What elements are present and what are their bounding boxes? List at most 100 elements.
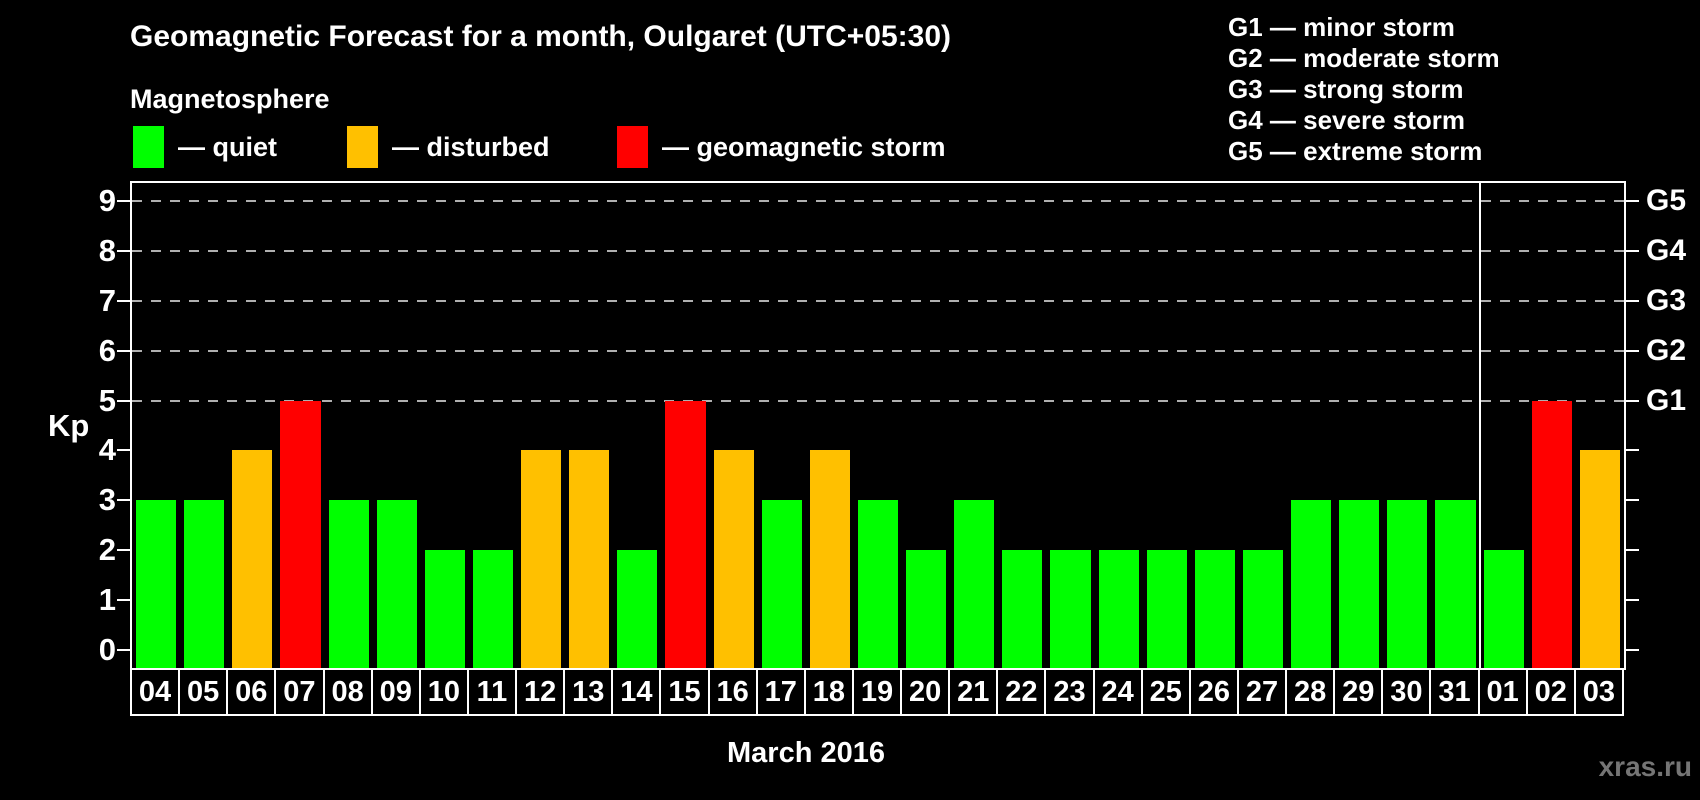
g-level-label-G5: G5 bbox=[1646, 184, 1687, 218]
chart-title: Geomagnetic Forecast for a month, Oulgar… bbox=[130, 20, 952, 53]
gridline-kp5 bbox=[132, 399, 1624, 402]
y-tick-right-9 bbox=[1626, 200, 1639, 203]
y-tick-left-9 bbox=[117, 200, 130, 203]
kp-tick-label-6: 6 bbox=[98, 332, 116, 368]
day-label-cell-01: 01 bbox=[1477, 668, 1528, 716]
day-label-cell-02: 02 bbox=[1525, 668, 1576, 716]
magnetosphere-label: Magnetosphere bbox=[130, 84, 330, 114]
day-label-cell-21: 21 bbox=[948, 668, 999, 716]
day-label-cell-03: 03 bbox=[1573, 668, 1624, 716]
bar-day-09 bbox=[376, 500, 417, 668]
g-level-label-G1: G1 bbox=[1646, 383, 1687, 417]
day-label-cell-09: 09 bbox=[370, 668, 421, 716]
y-tick-right-8 bbox=[1626, 250, 1639, 253]
y-tick-right-6 bbox=[1626, 349, 1639, 352]
bar-day-25 bbox=[1146, 550, 1187, 668]
bar-day-01 bbox=[1483, 550, 1524, 668]
y-axis-title: Kp bbox=[48, 408, 90, 443]
day-label-cell-07: 07 bbox=[274, 668, 325, 716]
bar-day-27 bbox=[1242, 550, 1284, 668]
plot-area bbox=[132, 183, 1624, 668]
day-label-cell-06: 06 bbox=[226, 668, 277, 716]
bar-day-13 bbox=[569, 450, 610, 668]
g-scale-legend-line-5: G5 — extreme storm bbox=[1228, 136, 1483, 166]
bar-day-12 bbox=[521, 450, 562, 668]
x-axis-month-label: March 2016 bbox=[727, 737, 885, 769]
day-label-cell-05: 05 bbox=[178, 668, 229, 716]
y-tick-right-0 bbox=[1626, 648, 1639, 651]
bar-day-17 bbox=[761, 500, 802, 668]
day-label-cell-31: 31 bbox=[1429, 668, 1480, 716]
y-tick-left-7 bbox=[117, 300, 130, 302]
watermark: xras.ru bbox=[1598, 751, 1692, 782]
gridline-kp8 bbox=[132, 250, 1624, 253]
bar-day-26 bbox=[1194, 550, 1235, 668]
day-label-cell-20: 20 bbox=[900, 668, 951, 716]
day-label-cell-14: 14 bbox=[611, 668, 662, 716]
legend-swatch-disturbed bbox=[347, 126, 378, 168]
bar-day-08 bbox=[328, 500, 369, 668]
g-level-label-G3: G3 bbox=[1646, 284, 1687, 317]
kp-status-legend: — quiet — disturbed — geomagnetic storm bbox=[133, 126, 1033, 170]
bar-day-14 bbox=[617, 550, 658, 668]
y-tick-left-5 bbox=[117, 399, 130, 402]
y-tick-left-2 bbox=[117, 548, 130, 551]
bar-day-02 bbox=[1531, 400, 1572, 668]
y-tick-left-1 bbox=[117, 598, 130, 601]
kp-tick-label-2: 2 bbox=[98, 531, 116, 567]
bar-day-16 bbox=[713, 450, 754, 668]
bar-day-11 bbox=[472, 550, 514, 668]
bar-day-10 bbox=[424, 550, 465, 668]
legend-item-disturbed: — disturbed bbox=[347, 126, 550, 168]
day-label-cell-11: 11 bbox=[466, 668, 518, 716]
day-label-cell-24: 24 bbox=[1092, 668, 1143, 716]
bar-day-05 bbox=[184, 500, 225, 668]
g-scale-legend-line-3: G3 — strong storm bbox=[1228, 74, 1464, 104]
day-label-cell-15: 15 bbox=[659, 668, 710, 716]
day-label-cell-27: 27 bbox=[1236, 668, 1288, 716]
legend-item-storm: — geomagnetic storm bbox=[617, 126, 946, 168]
bar-day-07 bbox=[280, 400, 321, 668]
legend-label-quiet: — quiet bbox=[178, 132, 277, 162]
gridline-kp6 bbox=[132, 349, 1624, 352]
g-level-label-G2: G2 bbox=[1646, 333, 1687, 367]
bar-day-06 bbox=[232, 450, 273, 668]
day-label-cell-22: 22 bbox=[996, 668, 1047, 716]
bar-day-20 bbox=[906, 550, 947, 668]
y-tick-right-1 bbox=[1626, 598, 1639, 601]
day-label-cell-23: 23 bbox=[1044, 668, 1095, 716]
bar-day-15 bbox=[665, 400, 706, 668]
day-label-cell-29: 29 bbox=[1333, 668, 1384, 716]
kp-tick-label-0: 0 bbox=[98, 631, 116, 667]
day-label-cell-13: 13 bbox=[563, 668, 614, 716]
bar-day-30 bbox=[1387, 500, 1428, 668]
kp-tick-label-4: 4 bbox=[98, 432, 116, 468]
g-scale-legend-line-2: G2 — moderate storm bbox=[1228, 43, 1500, 73]
legend-label-disturbed: — disturbed bbox=[392, 132, 550, 162]
day-label-cell-17: 17 bbox=[755, 668, 806, 716]
day-label-cell-25: 25 bbox=[1140, 668, 1191, 716]
bar-day-23 bbox=[1050, 550, 1091, 668]
bar-day-24 bbox=[1098, 550, 1139, 668]
gridline-kp7 bbox=[132, 300, 1624, 302]
y-tick-right-2 bbox=[1626, 548, 1639, 551]
kp-tick-label-5: 5 bbox=[98, 382, 116, 418]
bar-day-19 bbox=[857, 500, 899, 668]
day-label-cell-26: 26 bbox=[1188, 668, 1239, 716]
g-scale-legend-line-4: G4 — severe storm bbox=[1228, 105, 1466, 135]
y-tick-right-7 bbox=[1626, 300, 1639, 302]
day-label-cell-18: 18 bbox=[803, 668, 854, 716]
month-separator-line bbox=[1478, 183, 1481, 668]
y-tick-right-4 bbox=[1626, 449, 1639, 452]
day-label-cell-16: 16 bbox=[707, 668, 758, 716]
day-label-cell-10: 10 bbox=[418, 668, 469, 716]
day-label-cell-04: 04 bbox=[130, 668, 181, 716]
g-scale-legend-line-1: G1 — minor storm bbox=[1228, 12, 1455, 42]
legend-swatch-quiet bbox=[133, 126, 164, 168]
gridline-kp9 bbox=[132, 200, 1624, 203]
g-scale-legend: G1 — minor storm G2 — moderate storm G3 — … bbox=[1228, 12, 1500, 167]
y-tick-right-5 bbox=[1626, 399, 1639, 402]
kp-tick-label-9: 9 bbox=[98, 183, 116, 219]
y-tick-left-3 bbox=[117, 499, 130, 502]
